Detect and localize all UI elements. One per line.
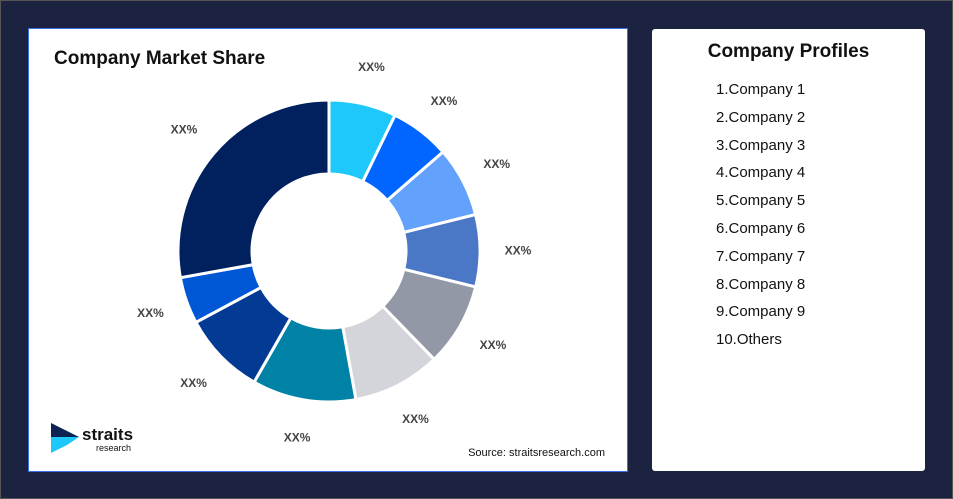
slice-label: XX% <box>483 157 510 171</box>
donut-slice <box>176 98 331 280</box>
profile-item: 1.Company 1 <box>716 81 806 98</box>
profile-item: 2.Company 2 <box>716 108 806 126</box>
chart-title: Company Market Share <box>54 48 266 69</box>
straits-logo: straits research <box>51 423 133 453</box>
profile-item: 3.Company 3 <box>716 136 806 154</box>
profile-item: 9.Company 9 <box>716 303 806 321</box>
slice-label: XX% <box>505 244 532 258</box>
chart-panel: Company Market Share XX% XX% XX% XX% XX% XX% X… <box>28 28 628 472</box>
profile-item: 8.Company 8 <box>716 275 806 293</box>
profile-item: 4.Company 4 <box>716 164 806 182</box>
profile-item: 7.Company 7 <box>716 247 806 265</box>
slice-label: XX% <box>402 412 429 426</box>
profiles-panel: Company Profiles 1.Company 1 2.Company 2 3… <box>652 29 925 471</box>
source-text: Source: straitsresearch.com <box>468 447 605 459</box>
slice-label: XX% <box>284 430 311 444</box>
logo-text: straits <box>82 425 133 444</box>
profile-item: 5.Company 5 <box>716 192 806 210</box>
slice-label: XX% <box>480 338 507 352</box>
profiles-list: 1.Company 1 2.Company 2 3.Company 3 4.Compa… <box>716 79 925 357</box>
profiles-title: Company Profiles <box>707 41 870 62</box>
slice-label: XX% <box>358 60 385 74</box>
donut-chart: XX% XX% XX% XX% XX% XX% XX% XX% XX% XX% <box>137 60 532 444</box>
profile-item: 10.Others <box>716 331 782 349</box>
profile-item: 6.Company 6 <box>716 219 806 237</box>
slice-label: XX% <box>431 94 458 108</box>
slice-label: XX% <box>171 123 198 137</box>
logo-subtext: research <box>96 443 131 453</box>
slice-label: XX% <box>180 376 207 390</box>
slice-label: XX% <box>137 306 164 320</box>
